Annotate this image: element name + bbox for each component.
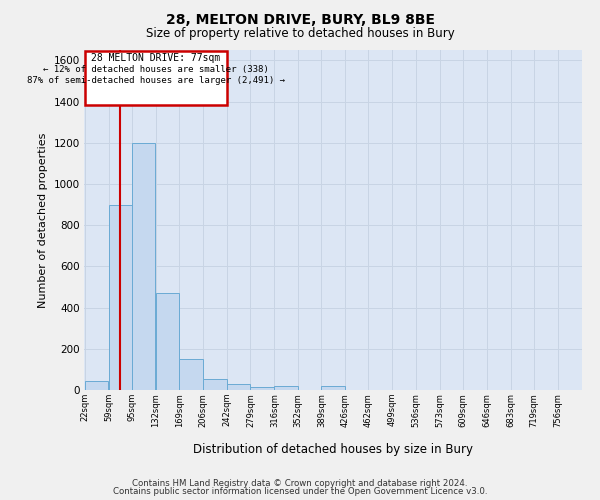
Bar <box>132 142 155 390</box>
Bar <box>274 386 298 390</box>
Text: Contains HM Land Registry data © Crown copyright and database right 2024.: Contains HM Land Registry data © Crown c… <box>132 478 468 488</box>
Bar <box>155 293 179 390</box>
Bar <box>203 378 227 390</box>
Bar <box>250 387 274 390</box>
Bar <box>322 386 345 390</box>
Text: 87% of semi-detached houses are larger (2,491) →: 87% of semi-detached houses are larger (… <box>26 76 284 86</box>
Text: Contains public sector information licensed under the Open Government Licence v3: Contains public sector information licen… <box>113 487 487 496</box>
Bar <box>85 380 108 390</box>
Text: 28, MELTON DRIVE, BURY, BL9 8BE: 28, MELTON DRIVE, BURY, BL9 8BE <box>166 12 434 26</box>
Text: 28 MELTON DRIVE: 77sqm: 28 MELTON DRIVE: 77sqm <box>91 52 220 62</box>
Text: Distribution of detached houses by size in Bury: Distribution of detached houses by size … <box>193 442 473 456</box>
Y-axis label: Number of detached properties: Number of detached properties <box>38 132 48 308</box>
FancyBboxPatch shape <box>85 51 227 104</box>
Bar <box>227 384 250 390</box>
Text: ← 12% of detached houses are smaller (338): ← 12% of detached houses are smaller (33… <box>43 64 268 74</box>
Bar <box>109 204 132 390</box>
Bar <box>179 359 203 390</box>
Text: Size of property relative to detached houses in Bury: Size of property relative to detached ho… <box>146 28 454 40</box>
